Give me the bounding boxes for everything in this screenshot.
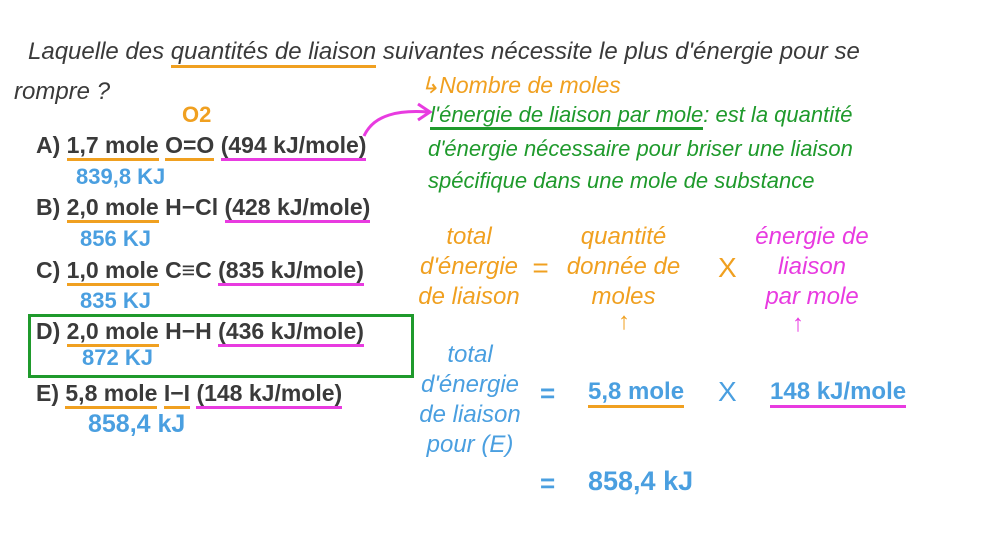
formula-moles-1: donnée de [566, 253, 681, 280]
arrow-up-icon: ↑ [792, 310, 804, 337]
calculation-times: X [718, 376, 737, 407]
options-3-energy: (436 kJ/mole) [218, 318, 364, 347]
options-1-letter: B) [36, 194, 61, 220]
option-c: C) 1,0 mole C≡C (835 kJ/mole) [36, 257, 364, 286]
question-highlight: quantités de liaison [170, 38, 377, 68]
moles-note: ↳Nombre de moles [420, 72, 621, 98]
calculation-lhs-0: total [447, 341, 493, 368]
answer-highlight-box [28, 314, 414, 378]
options-4-bond: I−I [163, 380, 191, 409]
arrow-up-icon: ↑ [618, 308, 630, 335]
definition-term: l'énergie de liaison par mole [430, 102, 704, 130]
question-line-1: Laquelle des quantités de liaison suivan… [28, 38, 860, 68]
option-b-result: 856 KJ [80, 226, 151, 251]
arrow-icon [362, 102, 433, 137]
question-line-2: rompre ? [14, 78, 111, 105]
calculation-equals: = [540, 378, 556, 408]
options-4-letter: E) [36, 380, 59, 406]
o2-label: O2 [182, 102, 212, 127]
options-2-bond: C≡C [165, 257, 212, 283]
calculation-moles: 5,8 mole [588, 378, 685, 408]
option-b: B) 2,0 mole H−Cl (428 kJ/mole) [36, 194, 371, 223]
options-3-letter: D) [36, 318, 61, 344]
options-4-moles: 5,8 mole [65, 380, 158, 409]
formula-lhs-2: de liaison [418, 283, 520, 310]
formula-lhs-1: d'énergie [420, 253, 518, 280]
calculation-lhs-3: pour (E) [426, 431, 514, 458]
options-3-moles: 2,0 mole [66, 318, 159, 347]
option-e-result: 858,4 kJ [88, 410, 186, 438]
options-4-energy: (148 kJ/mole) [196, 380, 343, 409]
definition-line-3: spécifique dans une mole de substance [428, 168, 815, 193]
calculation-lhs-1: d'énergie [421, 371, 519, 398]
options-2-energy: (835 kJ/mole) [218, 257, 364, 286]
formula-moles-2: moles [591, 283, 656, 310]
options-0-energy: (494 kJ/mole) [220, 132, 367, 161]
formula-lhs-0: total [446, 223, 492, 250]
formula-moles-0: quantité [580, 223, 667, 250]
result-equals: = [540, 468, 556, 498]
calculation-energy: 148 kJ/mole [770, 378, 907, 408]
options-0-letter: A) [36, 132, 61, 158]
options-1-moles: 2,0 mole [66, 194, 159, 223]
calculation-energy: 148 kJ/mole [770, 378, 907, 408]
option-a-result: 839,8 KJ [76, 164, 166, 189]
option-d: D) 2,0 mole H−H (436 kJ/mole) [36, 318, 364, 347]
option-a: A) 1,7 mole O=O (494 kJ/mole) [36, 132, 367, 161]
calculation-lhs: total d'énergie de liaison pour (E) [405, 340, 535, 460]
option-d-result: 872 KJ [82, 345, 153, 370]
formula-lhs: total d'énergie de liaison [405, 222, 533, 312]
formula-equals: = [532, 252, 549, 283]
formula-times: X [718, 252, 737, 283]
options-0-moles: 1,7 mole [66, 132, 159, 161]
formula-energy-2: par mole [765, 283, 859, 310]
options-0-bond: O=O [165, 132, 215, 161]
calculation-result: 858,4 kJ [588, 466, 694, 496]
definition-line-2: d'énergie nécessaire pour briser une lia… [428, 136, 853, 161]
calculation-moles: 5,8 mole [588, 378, 685, 408]
option-e: E) 5,8 mole I−I (148 kJ/mole) [36, 380, 343, 409]
definition-line-1: l'énergie de liaison par mole: est la qu… [430, 102, 853, 130]
options-1-bond: H−Cl [165, 194, 219, 220]
options-2-letter: C) [36, 257, 61, 283]
definition-text: : est la quantité [703, 102, 853, 127]
formula-energy: énergie de liaison par mole [742, 222, 882, 312]
question-text: suivantes nécessite le plus d'énergie po… [376, 38, 860, 65]
option-c-result: 835 KJ [80, 288, 151, 313]
question-text: Laquelle des [28, 38, 171, 65]
calculation-lhs-2: de liaison [419, 401, 521, 428]
formula-energy-1: liaison [777, 253, 847, 280]
options-3-bond: H−H [165, 318, 212, 344]
formula-moles: quantité donnée de moles [556, 222, 691, 312]
formula-energy-0: énergie de [755, 223, 869, 250]
options-1-energy: (428 kJ/mole) [224, 194, 371, 223]
options-2-moles: 1,0 mole [66, 257, 159, 286]
